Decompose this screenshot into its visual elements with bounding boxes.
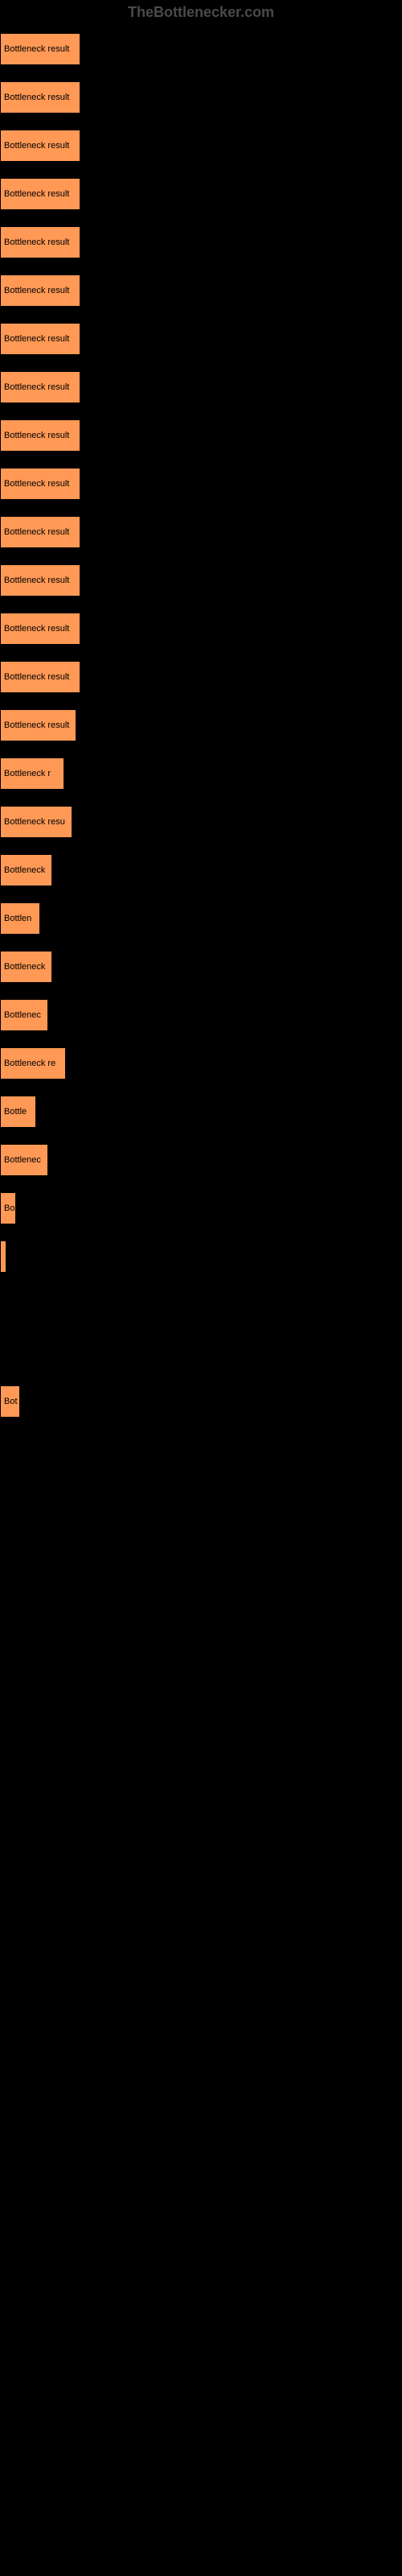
bar-row: Bottleneck result xyxy=(0,371,402,403)
bar-row xyxy=(0,1289,402,1321)
bar-row: Bottleneck result xyxy=(0,516,402,548)
chart-bar: Bottleneck result xyxy=(0,709,76,741)
bar-label: Bottlenec xyxy=(4,1010,41,1020)
chart-bar: Bottleneck result xyxy=(0,81,80,114)
bar-label: Bottleneck result xyxy=(4,382,69,392)
chart-bar: Bottleneck result xyxy=(0,33,80,65)
chart-bar: Bottleneck result xyxy=(0,130,80,162)
bar-row: Bottleneck result xyxy=(0,81,402,114)
bar-label: Bottleneck result xyxy=(4,189,69,199)
chart-bar: Bottle xyxy=(0,1096,36,1128)
bar-label: Bottlenec xyxy=(4,1155,41,1165)
bar-label: Bottleneck result xyxy=(4,672,69,682)
bar-label: Bottleneck re xyxy=(4,1059,55,1068)
chart-bar: Bottleneck result xyxy=(0,178,80,210)
chart-bar: Bottleneck result xyxy=(0,419,80,452)
bar-label: Bottleneck xyxy=(4,865,45,875)
bar-label: Bottleneck result xyxy=(4,720,69,730)
chart-bar: Bottleneck result xyxy=(0,613,80,645)
bar-row: Bottleneck result xyxy=(0,178,402,210)
chart-bar: Bottlenec xyxy=(0,999,48,1031)
bar-row: Bottleneck result xyxy=(0,130,402,162)
bar-label: Bottleneck result xyxy=(4,479,69,489)
chart-bar: Bottleneck resu xyxy=(0,806,72,838)
bar-row: Bottleneck re xyxy=(0,1047,402,1080)
chart-bar: Bottlenec xyxy=(0,1144,48,1176)
bar-row: Bottleneck result xyxy=(0,419,402,452)
bar-chart-container: Bottleneck result Bottleneck result Bottle… xyxy=(0,25,402,1442)
chart-bar: Bottleneck result xyxy=(0,371,80,403)
chart-bar: Bottleneck result xyxy=(0,226,80,258)
bar-row: Bo xyxy=(0,1192,402,1224)
bar-row: Bottleneck r xyxy=(0,758,402,790)
bar-row: Bottleneck xyxy=(0,854,402,886)
bar-label: Bottleneck resu xyxy=(4,817,65,827)
bar-label: Bottleneck result xyxy=(4,431,69,440)
bar-row xyxy=(0,1241,402,1273)
bar-label: Bo xyxy=(4,1203,14,1213)
bar-row: Bottleneck xyxy=(0,951,402,983)
bar-row: Bottle xyxy=(0,1096,402,1128)
bar-row: Bottleneck result xyxy=(0,661,402,693)
bar-label: Bottleneck result xyxy=(4,237,69,247)
bar-label: Bottleneck result xyxy=(4,527,69,537)
bar-row: Bottlenec xyxy=(0,1144,402,1176)
bar-label: Bottleneck result xyxy=(4,624,69,634)
bar-label: Bottleneck result xyxy=(4,44,69,54)
bar-label: Bottleneck result xyxy=(4,286,69,295)
chart-bar: Bottleneck r xyxy=(0,758,64,790)
chart-bar: Bot xyxy=(0,1385,20,1418)
bar-row: Bottleneck result xyxy=(0,613,402,645)
bar-label: Bottleneck xyxy=(4,962,45,972)
chart-bar: Bo xyxy=(0,1192,16,1224)
chart-bar: Bottleneck result xyxy=(0,661,80,693)
chart-bar: Bottlen xyxy=(0,902,40,935)
chart-bar: Bottleneck result xyxy=(0,564,80,597)
bar-row: Bottleneck result xyxy=(0,468,402,500)
chart-bar: Bottleneck xyxy=(0,854,52,886)
bar-row: Bottleneck result xyxy=(0,33,402,65)
bar-label: Bottleneck result xyxy=(4,141,69,151)
chart-bar: Bottleneck result xyxy=(0,275,80,307)
bar-row: Bottlenec xyxy=(0,999,402,1031)
bar-row: Bottleneck result xyxy=(0,323,402,355)
bar-label: Bottlen xyxy=(4,914,31,923)
bar-row: Bottleneck resu xyxy=(0,806,402,838)
bar-row: Bottlen xyxy=(0,902,402,935)
chart-bar: Bottleneck result xyxy=(0,323,80,355)
bar-label: Bottleneck result xyxy=(4,576,69,585)
bar-row: Bottleneck result xyxy=(0,564,402,597)
chart-bar: Bottleneck result xyxy=(0,516,80,548)
bar-label: Bot xyxy=(4,1397,18,1406)
bar-row: Bottleneck result xyxy=(0,709,402,741)
bar-label: Bottleneck result xyxy=(4,334,69,344)
bar-row: Bottleneck result xyxy=(0,275,402,307)
bar-row xyxy=(0,1337,402,1369)
chart-bar: Bottleneck result xyxy=(0,468,80,500)
chart-bar xyxy=(0,1241,6,1273)
bar-label: Bottleneck result xyxy=(4,93,69,102)
bar-label: Bottle xyxy=(4,1107,27,1117)
bar-row: Bottleneck result xyxy=(0,226,402,258)
bar-label: Bottleneck r xyxy=(4,769,51,778)
chart-bar: Bottleneck xyxy=(0,951,52,983)
watermark-text: TheBottlenecker.com xyxy=(0,0,402,25)
bar-row: Bot xyxy=(0,1385,402,1418)
chart-bar: Bottleneck re xyxy=(0,1047,66,1080)
